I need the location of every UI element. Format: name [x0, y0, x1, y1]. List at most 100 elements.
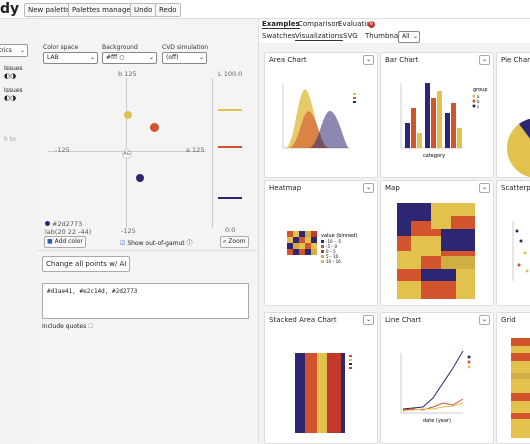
chevron-down-icon[interactable]: ⌄: [363, 183, 374, 193]
chevron-down-icon[interactable]: ⌄: [363, 55, 374, 65]
chevron-down-icon[interactable]: ⌄: [479, 183, 490, 193]
zoom-button[interactable]: ⌕ Zoom: [220, 236, 249, 248]
chevron-down-icon[interactable]: ⌄: [479, 55, 490, 65]
contrast-icon-2: ◐◑: [4, 94, 17, 102]
checkbox-icon: ☐: [88, 323, 94, 330]
color-space-value: LAB: [47, 54, 59, 61]
subtab-visualizations[interactable]: Visualizations: [295, 32, 343, 41]
stacked-area-thumb: [295, 353, 352, 433]
card-title: Map: [385, 184, 400, 192]
contrast-icon: ◐◑: [4, 72, 17, 80]
chevron-down-icon: ⌄: [19, 47, 25, 54]
heat-legend-1: -10 – -5: [326, 239, 342, 244]
zoom-label: Zoom: [228, 238, 246, 245]
tab-comparison[interactable]: Comparison: [298, 20, 340, 28]
color-panel: Color space LAB ⌄ Background #fff ○ ⌄ CVD …: [37, 19, 258, 442]
chevron-down-icon: ⌄: [148, 54, 154, 61]
cvd-select[interactable]: (off) ⌄: [162, 52, 207, 64]
subtab-svg[interactable]: SVG: [343, 32, 358, 40]
chevron-down-icon: ⌄: [412, 33, 418, 40]
add-color-label: Add color: [54, 238, 83, 245]
l-marker-red[interactable]: [218, 146, 242, 148]
color-point-red[interactable]: [150, 123, 159, 132]
card-scatterplot: Scatterplot: [496, 180, 530, 306]
map-thumb: [397, 203, 475, 299]
chevron-down-icon: ⌄: [198, 54, 204, 61]
l-marker-yellow[interactable]: [218, 109, 242, 111]
color-space-select[interactable]: LAB ⌄: [43, 52, 98, 64]
divider: [37, 250, 258, 251]
heatmap-thumb: value (binned) -10 – -5 -5 – 0 0 – 5 5 –…: [287, 231, 357, 264]
cvd-value: (off): [166, 54, 179, 61]
card-bar-chart: Bar Chart ⌄ group a b c category: [380, 52, 494, 178]
change-points-ai-button[interactable]: Change all points w/ AI: [42, 256, 131, 272]
card-grid: Grid: [496, 312, 530, 444]
card-title: Grid: [501, 316, 516, 324]
include-quotes-option[interactable]: Include quotes ☐: [42, 323, 94, 330]
undo-button[interactable]: Undo: [130, 3, 157, 17]
card-title: Bar Chart: [385, 56, 419, 64]
card-map: Map ⌄: [380, 180, 494, 306]
metrics-label: trics: [0, 47, 12, 54]
card-title: Heatmap: [269, 184, 302, 192]
area-chart-thumb: [282, 83, 356, 149]
heat-legend-3: 0 – 5: [326, 249, 336, 254]
chevron-down-icon[interactable]: ⌄: [479, 315, 490, 325]
bar-legend-b: b: [477, 99, 480, 104]
selected-swatch: [45, 221, 50, 226]
redo-button[interactable]: Redo: [155, 3, 181, 17]
tab-examples[interactable]: Examples: [262, 20, 300, 29]
background-value: #fff: [106, 54, 118, 61]
card-pie-chart: Pie Chart: [496, 52, 530, 178]
bar-legend-c: c: [477, 104, 479, 109]
tab-evaluation[interactable]: Evaluation: [338, 20, 375, 28]
b-top-label: b 125: [118, 70, 137, 78]
heat-legend-5: 10 – 16: [326, 259, 341, 264]
palette-textarea[interactable]: #d1ae41, #e2c14d, #2d2773: [42, 283, 249, 319]
heat-legend-2: -5 – 0: [326, 244, 338, 249]
bar-x-label: category: [423, 153, 445, 159]
add-color-icon: ■: [47, 238, 53, 245]
selected-lab: lab(20 22 -44): [45, 228, 92, 236]
left-sidebar: trics ⌄ Issues ◐◑ Issues ◐◑ h to: [0, 19, 36, 442]
card-title: Pie Chart: [501, 56, 530, 64]
info-icon: ⓘ: [186, 240, 193, 247]
origin-marker: AG: [122, 149, 132, 159]
subtab-swatches[interactable]: Swatches: [262, 32, 296, 40]
magnify-icon: ⌕: [223, 238, 227, 245]
l-bottom-label: 0.0: [225, 226, 236, 234]
new-palette-button[interactable]: New palette: [24, 3, 75, 17]
add-color-button[interactable]: ■ Add color: [44, 236, 86, 248]
bar-legend-title: group: [473, 87, 488, 93]
a-left-label: -125: [55, 146, 70, 154]
card-title: Line Chart: [385, 316, 422, 324]
bar-chart-thumb: group a b c category: [400, 83, 488, 159]
app-brand: dy: [0, 1, 20, 17]
include-quotes-label: Include quotes: [42, 323, 87, 330]
thumbnail-value: All: [402, 33, 410, 40]
palettes-manager-button[interactable]: Palettes manager: [68, 3, 138, 17]
show-gamut-label: Show out-of-gamut: [127, 240, 185, 247]
show-gamut-toggle[interactable]: ☑ Show out-of-gamut ⓘ: [120, 238, 193, 247]
background-label: Background: [102, 44, 138, 51]
background-select[interactable]: #fff ○ ⌄: [102, 52, 157, 64]
chevron-down-icon[interactable]: ⌄: [363, 315, 374, 325]
thumbnail-select[interactable]: All ⌄: [398, 31, 420, 43]
line-x-label: date (year): [423, 418, 451, 424]
hint-text: h to: [4, 136, 16, 143]
l-top-label: L 100.0: [218, 70, 243, 78]
thumbnail-label: Thumbnail: [365, 32, 403, 40]
evaluation-badge: 6: [368, 21, 375, 28]
metrics-select[interactable]: trics ⌄: [0, 44, 28, 57]
grid-thumb: [511, 338, 530, 438]
color-point-navy[interactable]: [136, 174, 144, 182]
chevron-down-icon: ⌄: [89, 54, 95, 61]
b-bottom-label: -125: [121, 227, 136, 235]
l-axis: [212, 78, 213, 228]
color-space-label: Color space: [43, 44, 79, 51]
color-point-yellow[interactable]: [124, 111, 132, 119]
checkbox-icon: ☑: [120, 240, 126, 247]
issues-label-2: Issues: [4, 87, 23, 94]
l-marker-navy[interactable]: [218, 197, 242, 199]
card-line-chart: Line Chart ⌄ date (year): [380, 312, 494, 444]
